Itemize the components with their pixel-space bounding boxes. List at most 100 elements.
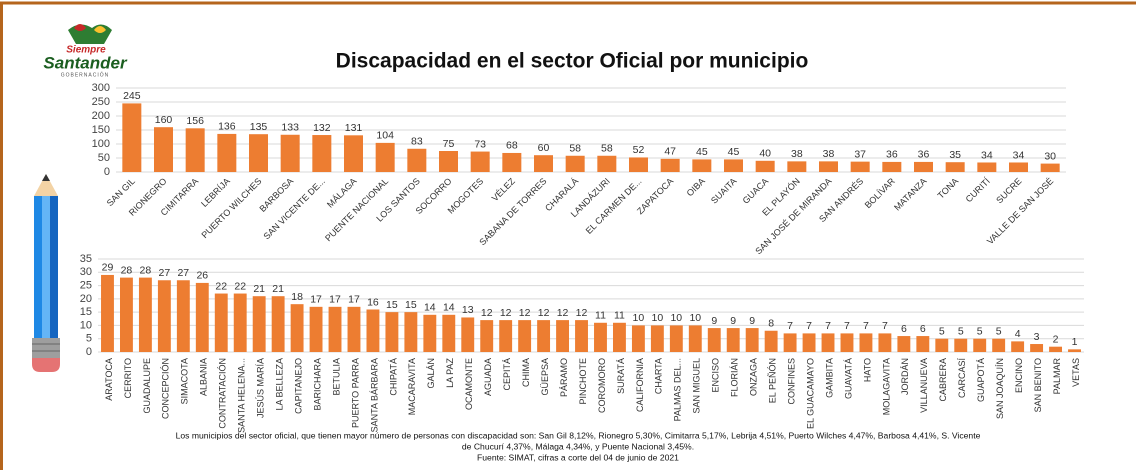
bar <box>1068 349 1081 352</box>
bar <box>329 307 342 352</box>
x-tick-label: CEPITÁ <box>502 358 512 391</box>
bar <box>859 333 872 352</box>
data-label: 28 <box>140 264 152 276</box>
logo-text: GOBERNACIÓN <box>61 71 110 78</box>
data-label: 73 <box>474 138 486 150</box>
bar <box>1011 341 1024 352</box>
bar <box>215 294 228 352</box>
logo-text: Santander <box>43 53 128 72</box>
data-label: 9 <box>711 315 717 327</box>
data-label: 160 <box>155 114 173 126</box>
x-tick-label: BETULIA <box>331 358 341 396</box>
bar <box>632 325 645 352</box>
bar <box>670 325 683 352</box>
data-label: 26 <box>196 270 208 282</box>
bar <box>819 161 838 172</box>
data-label: 6 <box>920 323 926 335</box>
data-label: 5 <box>958 325 964 337</box>
data-label: 34 <box>1013 149 1025 161</box>
bar <box>518 320 531 352</box>
frame <box>2 3 1136 470</box>
data-label: 12 <box>500 307 512 319</box>
bar <box>186 128 205 172</box>
x-tick-label: CONTRATACIÓN <box>218 358 228 429</box>
data-label: 27 <box>177 267 189 279</box>
bar <box>291 304 304 352</box>
bar <box>946 162 965 172</box>
bar <box>461 317 474 352</box>
x-tick-label: CURITÍ <box>964 176 993 205</box>
data-label: 5 <box>996 325 1002 337</box>
data-label: 58 <box>569 143 581 155</box>
x-tick-label: EL PEÑÓN <box>768 358 778 403</box>
x-tick-label: CABRERA <box>938 358 948 402</box>
data-label: 7 <box>787 320 793 332</box>
x-tick-label: SUCRE <box>994 176 1023 205</box>
bar <box>1030 344 1043 352</box>
bar <box>822 333 835 352</box>
bar <box>281 135 300 172</box>
bar <box>1049 347 1062 352</box>
bar <box>385 312 398 352</box>
data-label: 21 <box>272 283 284 295</box>
x-tick-label: CALIFORNIA <box>635 358 645 412</box>
data-label: 37 <box>854 148 866 160</box>
x-tick-label: VETAS <box>1071 358 1081 387</box>
x-tick-label: PALMAR <box>1052 358 1062 395</box>
data-label: 22 <box>215 280 227 292</box>
bar <box>629 157 648 172</box>
data-label: 7 <box>825 320 831 332</box>
bar <box>312 135 331 172</box>
x-tick-label: SAN BENITO <box>1033 358 1043 412</box>
data-label: 12 <box>519 307 531 319</box>
data-label: 27 <box>159 267 171 279</box>
x-tick-label: LEBRÍJA <box>199 176 232 209</box>
bar <box>139 278 152 352</box>
x-tick-label: GUACA <box>741 176 771 206</box>
bar <box>914 162 933 172</box>
y-tick-label: 200 <box>92 110 110 122</box>
bar <box>1041 164 1060 172</box>
y-tick-label: 10 <box>80 319 92 331</box>
bar <box>724 159 743 172</box>
y-tick-label: 35 <box>80 253 92 265</box>
bar <box>376 143 395 172</box>
data-label: 7 <box>844 320 850 332</box>
bar <box>566 156 585 172</box>
data-label: 75 <box>443 138 455 150</box>
data-label: 38 <box>823 148 835 160</box>
bar <box>366 309 379 352</box>
data-label: 47 <box>664 146 676 158</box>
x-tick-label: CHARTA <box>654 358 664 394</box>
bar <box>708 328 721 352</box>
x-tick-label: SURATÁ <box>616 358 626 394</box>
y-tick-label: 0 <box>104 166 110 178</box>
bar <box>746 328 759 352</box>
data-label: 45 <box>696 146 708 158</box>
y-tick-label: 300 <box>92 82 110 94</box>
x-tick-label: VILLANUEVA <box>919 358 929 413</box>
x-tick-label: GALÁN <box>426 358 436 389</box>
data-label: 21 <box>253 283 265 295</box>
x-tick-label: CONCEPCIÓN <box>161 358 171 419</box>
x-tick-label: OIBA <box>685 176 707 198</box>
data-label: 7 <box>882 320 888 332</box>
bar <box>897 336 910 352</box>
page-title: Discapacidad en el sector Oficial por mu… <box>336 50 809 73</box>
x-tick-label: AGUADA <box>483 358 493 396</box>
note: de Chucurí 4,37%, Málaga 4,34%, y Puente… <box>462 441 694 451</box>
bar <box>803 333 816 352</box>
x-tick-label: EL GUACAMAYO <box>805 358 815 429</box>
data-label: 15 <box>386 299 398 311</box>
data-label: 36 <box>918 149 930 161</box>
data-label: 9 <box>749 315 755 327</box>
bar <box>101 275 114 352</box>
data-label: 60 <box>538 142 550 154</box>
data-label: 104 <box>376 130 394 142</box>
logo: Siempre Santander GOBERNACIÓN <box>43 24 128 78</box>
bar <box>404 312 417 352</box>
bar <box>765 331 778 352</box>
bar <box>502 153 521 172</box>
data-label: 1 <box>1072 336 1078 348</box>
